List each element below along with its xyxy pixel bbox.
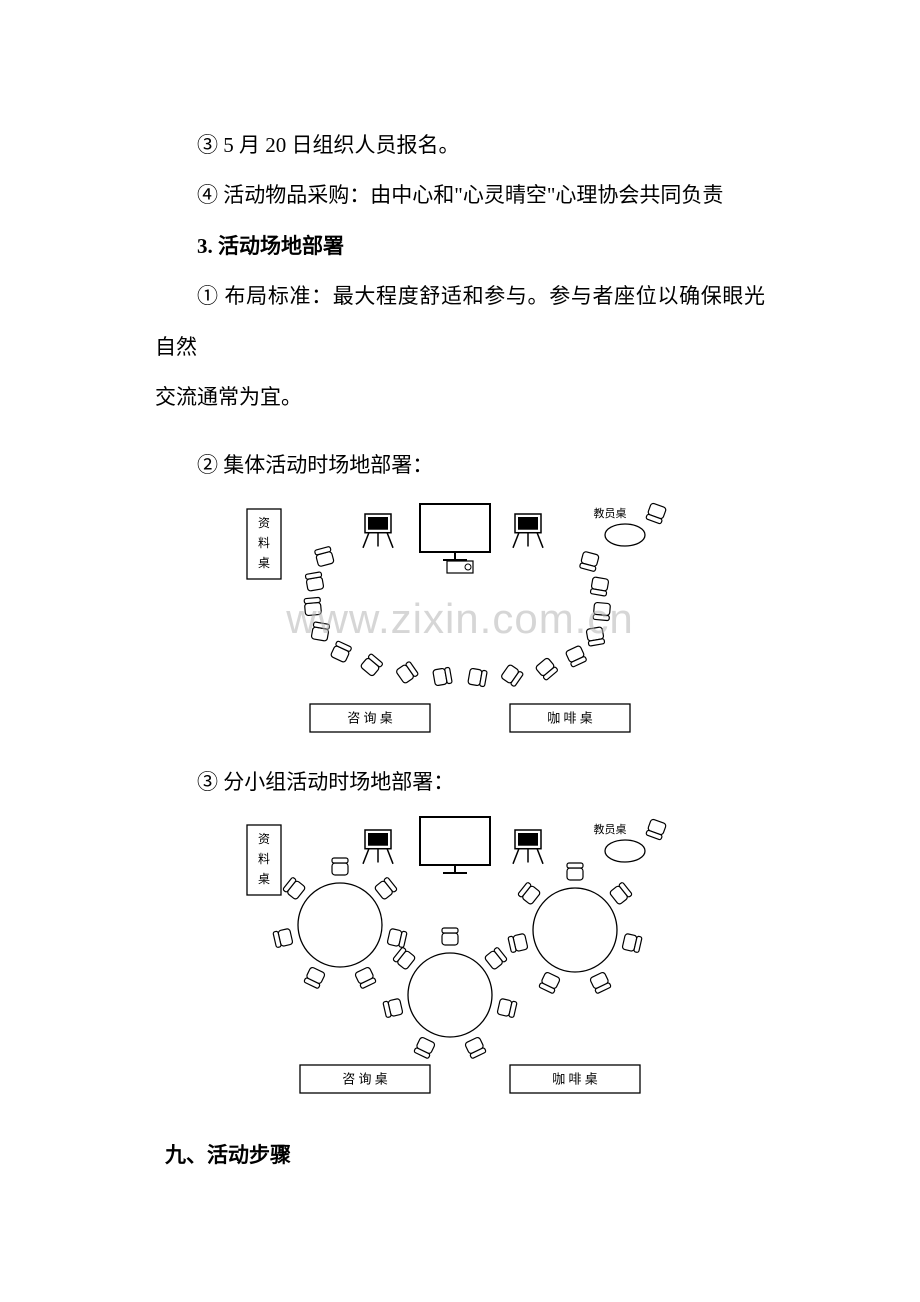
svg-text:咨 询 桌: 咨 询 桌 bbox=[342, 1072, 388, 1087]
svg-text:料: 料 bbox=[258, 852, 270, 866]
paragraph-layout-3: ③ 分小组活动时场地部署： bbox=[155, 757, 765, 807]
heading-9: 九、活动步骤 bbox=[155, 1130, 765, 1180]
paragraph-item-4: ④ 活动物品采购：由中心和"心灵晴空"心理协会共同负责 bbox=[155, 170, 765, 220]
diagram-group-layout-svg: 资料桌 教员桌咨 询 桌 咖 啡 桌 bbox=[225, 499, 695, 739]
svg-text:资: 资 bbox=[258, 832, 270, 846]
paragraph-item-3: ③ 5 月 20 日组织人员报名。 bbox=[155, 120, 765, 170]
heading-3: 3. 活动场地部署 bbox=[155, 221, 765, 271]
svg-text:教员桌: 教员桌 bbox=[594, 823, 627, 836]
paragraph-layout-1a: ① 布局标准：最大程度舒适和参与。参与者座位以确保眼光自然 bbox=[155, 271, 765, 372]
svg-text:桌: 桌 bbox=[258, 556, 270, 570]
svg-text:资: 资 bbox=[258, 516, 270, 530]
svg-text:教员桌: 教员桌 bbox=[594, 507, 627, 520]
svg-text:桌: 桌 bbox=[258, 872, 270, 886]
svg-text:咖 啡 桌: 咖 啡 桌 bbox=[552, 1072, 598, 1087]
paragraph-layout-2: ② 集体活动时场地部署： bbox=[155, 440, 765, 490]
diagram-subgroup-layout: 资料桌 教员桌咨 询 桌 咖 啡 桌 bbox=[225, 815, 695, 1100]
paragraph-layout-1b: 交流通常为宜。 bbox=[155, 372, 765, 422]
svg-text:料: 料 bbox=[258, 536, 270, 550]
svg-text:咨 询 桌: 咨 询 桌 bbox=[347, 710, 393, 725]
svg-text:咖 啡 桌: 咖 啡 桌 bbox=[547, 710, 593, 725]
diagram-group-layout: 资料桌教员桌咨 询 桌咖 啡 桌 www.zixin.com.cn bbox=[225, 499, 695, 739]
diagram-subgroup-layout-svg: 资料桌 教员桌咨 询 桌 咖 啡 桌 bbox=[225, 815, 695, 1100]
